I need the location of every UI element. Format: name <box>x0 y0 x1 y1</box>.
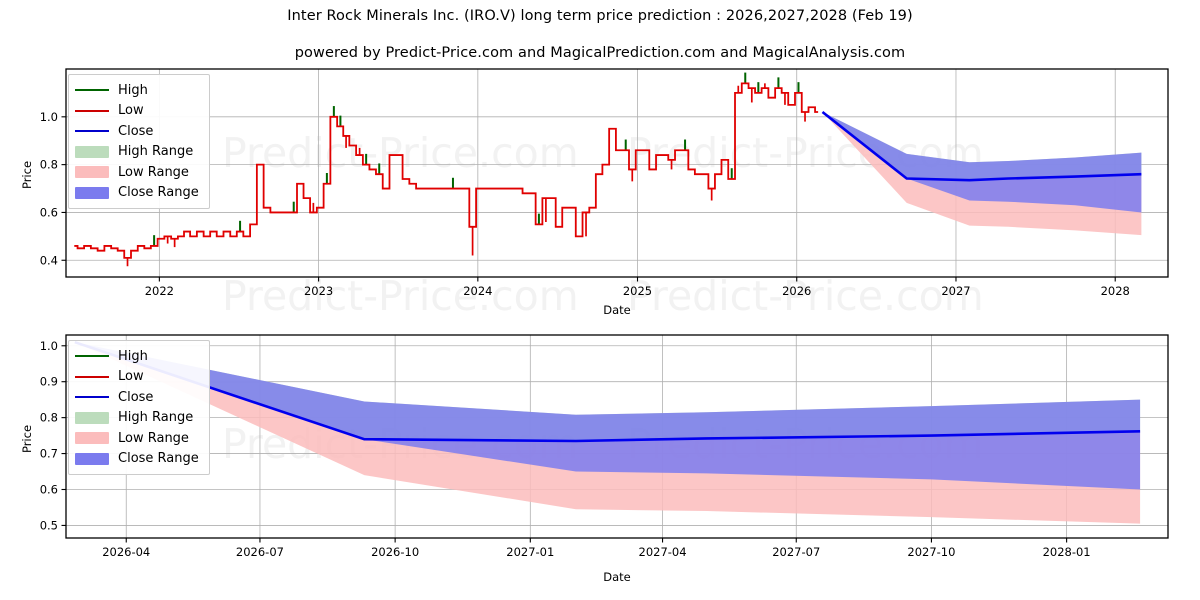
x-tick-label: 2027-07 <box>772 545 820 559</box>
bottom-chart-y-axis-label: Price <box>20 424 34 454</box>
x-tick-label: 2027-10 <box>907 545 955 559</box>
legend-label-high-range: High Range <box>118 144 194 160</box>
high-range-patch-swatch-icon <box>75 145 109 158</box>
page-title: Inter Rock Minerals Inc. (IRO.V) long te… <box>287 8 913 24</box>
x-tick-label: 2023 <box>304 284 333 298</box>
legend-label-close-range: Close Range <box>118 185 199 201</box>
close-range-patch-swatch-icon <box>75 186 109 199</box>
legend-label-low: Low <box>118 103 144 119</box>
band-low-range <box>74 342 1141 524</box>
legend-label-low-range: Low Range <box>118 430 189 446</box>
x-tick-label: 2025 <box>623 284 652 298</box>
legend-item-low-range: Low Range <box>75 162 201 183</box>
legend-label-high-range: High Range <box>118 410 194 426</box>
y-tick-label: 0.8 <box>40 411 58 425</box>
band-close-range <box>74 342 1141 490</box>
low-line-swatch-icon <box>75 109 109 112</box>
close-line-swatch-icon <box>75 130 109 133</box>
legend-item-high: High <box>75 80 201 101</box>
axes-frame <box>65 68 1169 278</box>
close-range-patch-swatch-icon <box>75 452 109 465</box>
bottom-chart-panel: Predict-Price.comPredict-Price.com0.50.6… <box>0 320 1200 600</box>
x-tick-label: 2024 <box>463 284 492 298</box>
legend-item-close: Close <box>75 387 201 408</box>
top-chart-y-axis-label: Price <box>20 160 34 190</box>
legend-item-low: Low <box>75 101 201 122</box>
top-chart-legend: High Low Close High Range Low Range Clos… <box>68 74 210 209</box>
legend-label-high: High <box>118 82 148 98</box>
legend-label-low-range: Low Range <box>118 164 189 180</box>
legend-label-close-range: Close Range <box>118 451 199 467</box>
axes-frame <box>65 334 1169 539</box>
high-line-swatch-icon <box>75 89 109 92</box>
watermark-text: Predict-Price.com <box>222 272 579 320</box>
x-tick-label: 2027-04 <box>639 545 687 559</box>
close-line-swatch-icon <box>75 396 109 399</box>
y-tick-label: 0.6 <box>40 482 58 496</box>
y-tick-label: 0.7 <box>40 447 58 461</box>
bottom-chart-legend: High Low Close High Range Low Range Clos… <box>68 340 210 475</box>
legend-label-close: Close <box>118 123 154 139</box>
top-chart-x-axis-label: Date <box>603 303 631 317</box>
y-tick-label: 0.4 <box>40 253 58 267</box>
legend-label-high: High <box>118 348 148 364</box>
legend-item-close-range: Close Range <box>75 183 201 204</box>
x-tick-label: 2026-07 <box>236 545 284 559</box>
high-line-swatch-icon <box>75 355 109 358</box>
y-tick-label: 0.9 <box>40 375 58 389</box>
series-close-forecast <box>821 111 1142 182</box>
legend-item-high: High <box>75 346 201 367</box>
x-tick-label: 2022 <box>145 284 174 298</box>
legend-item-close-range: Close Range <box>75 449 201 470</box>
top-chart-plot: Predict-Price.com Predict-Price.com Predic… <box>40 68 1169 320</box>
top-chart-panel: Predict-Price.com Predict-Price.com Predic… <box>40 68 1169 320</box>
low-range-patch-swatch-icon <box>75 166 109 179</box>
y-tick-label: 0.6 <box>40 205 58 219</box>
legend-label-low: Low <box>118 369 144 385</box>
page-subtitle: powered by Predict-Price.com and Magical… <box>294 45 906 61</box>
x-tick-label: 2027-01 <box>506 545 554 559</box>
legend-item-low: Low <box>75 367 201 388</box>
x-tick-label: 2027 <box>941 284 970 298</box>
x-tick-label: 2028 <box>1101 284 1130 298</box>
legend-item-close: Close <box>75 121 201 142</box>
x-tick-label: 2026-10 <box>371 545 419 559</box>
y-tick-label: 1.0 <box>40 339 58 353</box>
legend-label-close: Close <box>118 389 154 405</box>
series-low-history <box>74 82 819 259</box>
band-close-range <box>822 112 1142 213</box>
series-close-forecast <box>74 340 1141 443</box>
low-range-patch-swatch-icon <box>75 432 109 445</box>
bottom-chart-x-axis-label: Date <box>603 570 631 584</box>
watermark-text: Predict-Price.com <box>627 272 984 320</box>
legend-item-low-range: Low Range <box>75 428 201 449</box>
x-tick-label: 2028-01 <box>1043 545 1091 559</box>
x-tick-label: 2026-04 <box>102 545 150 559</box>
watermark-text: Predict-Price.com <box>222 129 579 177</box>
high-range-patch-swatch-icon <box>75 411 109 424</box>
legend-item-high-range: High Range <box>75 408 201 429</box>
bottom-chart-plot: Predict-Price.comPredict-Price.com0.50.6… <box>40 334 1169 559</box>
legend-item-high-range: High Range <box>75 142 201 163</box>
y-tick-label: 0.8 <box>40 158 58 172</box>
y-tick-label: 1.0 <box>40 110 58 124</box>
y-tick-label: 0.5 <box>40 518 58 532</box>
x-tick-label: 2026 <box>782 284 811 298</box>
low-line-swatch-icon <box>75 375 109 378</box>
